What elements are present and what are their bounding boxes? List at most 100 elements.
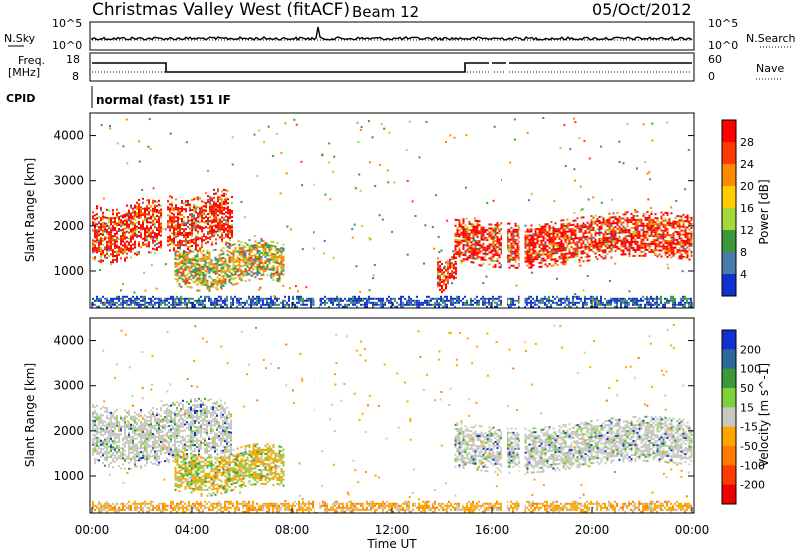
heatmap-pixel <box>223 227 225 229</box>
heatmap-pixel <box>167 236 169 238</box>
heatmap-pixel <box>173 233 175 235</box>
heatmap-pixel <box>510 298 512 300</box>
heatmap-pixel <box>547 257 549 259</box>
heatmap-pixel <box>683 244 685 246</box>
heatmap-pixel <box>584 304 586 306</box>
heatmap-pixel <box>171 208 173 210</box>
heatmap-pixel <box>560 298 562 300</box>
heatmap-pixel <box>256 300 258 302</box>
heatmap-pixel <box>209 236 211 238</box>
heatmap-pixel <box>231 216 233 218</box>
heatmap-pixel <box>633 227 635 229</box>
heatmap-pixel <box>543 226 545 228</box>
heatmap-pixel <box>684 188 686 190</box>
heatmap-pixel <box>491 244 493 246</box>
heatmap-pixel <box>156 227 158 229</box>
heatmap-pixel <box>211 242 213 244</box>
heatmap-pixel <box>195 281 197 283</box>
heatmap-pixel <box>597 248 599 250</box>
heatmap-pixel <box>229 233 231 235</box>
heatmap-pixel <box>136 212 138 214</box>
heatmap-pixel <box>162 228 164 230</box>
heatmap-pixel <box>664 298 666 300</box>
heatmap-pixel <box>248 296 250 298</box>
heatmap-pixel <box>251 271 253 273</box>
heatmap-pixel <box>621 230 623 232</box>
heatmap-pixel <box>494 298 496 300</box>
heatmap-pixel <box>152 214 154 216</box>
heatmap-pixel <box>247 272 249 274</box>
heatmap-pixel <box>211 222 213 224</box>
heatmap-pixel <box>629 249 631 251</box>
heatmap-pixel <box>211 261 213 263</box>
heatmap-pixel <box>605 219 607 221</box>
heatmap-pixel <box>408 300 410 302</box>
freq-gap-1 <box>489 55 492 79</box>
heatmap-pixel <box>144 230 146 232</box>
heatmap-pixel <box>146 235 148 237</box>
heatmap-pixel <box>221 233 223 235</box>
heatmap-pixel <box>561 236 563 238</box>
heatmap-pixel <box>479 252 481 254</box>
heatmap-pixel <box>499 238 501 240</box>
heatmap-pixel <box>499 228 501 230</box>
heatmap-pixel <box>340 300 342 302</box>
heatmap-pixel <box>628 298 630 300</box>
heatmap-pixel <box>517 255 519 257</box>
heatmap-pixel <box>479 240 481 242</box>
heatmap-pixel <box>561 248 563 250</box>
heatmap-pixel <box>280 152 282 154</box>
heatmap-pixel <box>551 227 553 229</box>
heatmap-pixel <box>543 252 545 254</box>
heatmap-pixel <box>515 231 517 233</box>
heatmap-pixel <box>464 304 466 306</box>
heatmap-pixel <box>225 189 227 191</box>
heatmap-pixel <box>118 252 120 254</box>
heatmap-pixel <box>106 209 108 211</box>
heatmap-pixel <box>201 260 203 262</box>
heatmap-pixel <box>613 246 615 248</box>
heatmap-pixel <box>469 249 471 251</box>
heatmap-pixel <box>96 429 98 431</box>
heatmap-pixel <box>283 256 285 258</box>
heatmap-pixel <box>122 300 124 302</box>
heatmap-pixel <box>134 247 136 249</box>
heatmap-pixel <box>255 256 257 258</box>
heatmap-pixel <box>100 253 102 255</box>
heatmap-pixel <box>229 239 231 241</box>
heatmap-pixel <box>549 257 551 259</box>
heatmap-pixel <box>537 254 539 256</box>
heatmap-pixel <box>148 217 150 219</box>
heatmap-pixel <box>446 298 448 300</box>
heatmap-pixel <box>169 239 171 241</box>
heatmap-pixel <box>647 237 649 239</box>
heatmap-pixel <box>156 239 158 241</box>
heatmap-pixel <box>270 275 272 277</box>
heatmap-pixel <box>618 300 620 302</box>
heatmap-pixel <box>209 262 211 264</box>
heatmap-pixel <box>475 226 477 228</box>
heatmap-pixel <box>227 208 229 210</box>
heatmap-pixel <box>138 298 140 300</box>
heatmap-pixel <box>631 235 633 237</box>
heatmap-pixel <box>265 248 267 250</box>
heatmap-pixel <box>268 304 270 306</box>
heatmap-pixel <box>575 226 577 228</box>
heatmap-pixel <box>372 277 374 279</box>
heatmap-pixel <box>205 192 207 194</box>
heatmap-pixel <box>565 249 567 251</box>
heatmap-pixel <box>453 264 455 266</box>
heatmap-pixel <box>601 216 603 218</box>
heatmap-pixel <box>114 219 116 221</box>
heatmap-pixel <box>603 241 605 243</box>
heatmap-pixel <box>179 261 181 263</box>
heatmap-pixel <box>515 267 517 269</box>
heatmap-pixel <box>213 221 215 223</box>
heatmap-pixel <box>209 254 211 256</box>
heatmap-pixel <box>231 244 233 246</box>
heatmap-pixel <box>183 216 185 218</box>
heatmap-pixel <box>110 217 112 219</box>
heatmap-pixel <box>499 256 501 258</box>
heatmap-pixel <box>183 262 185 264</box>
heatmap-pixel <box>180 302 182 304</box>
